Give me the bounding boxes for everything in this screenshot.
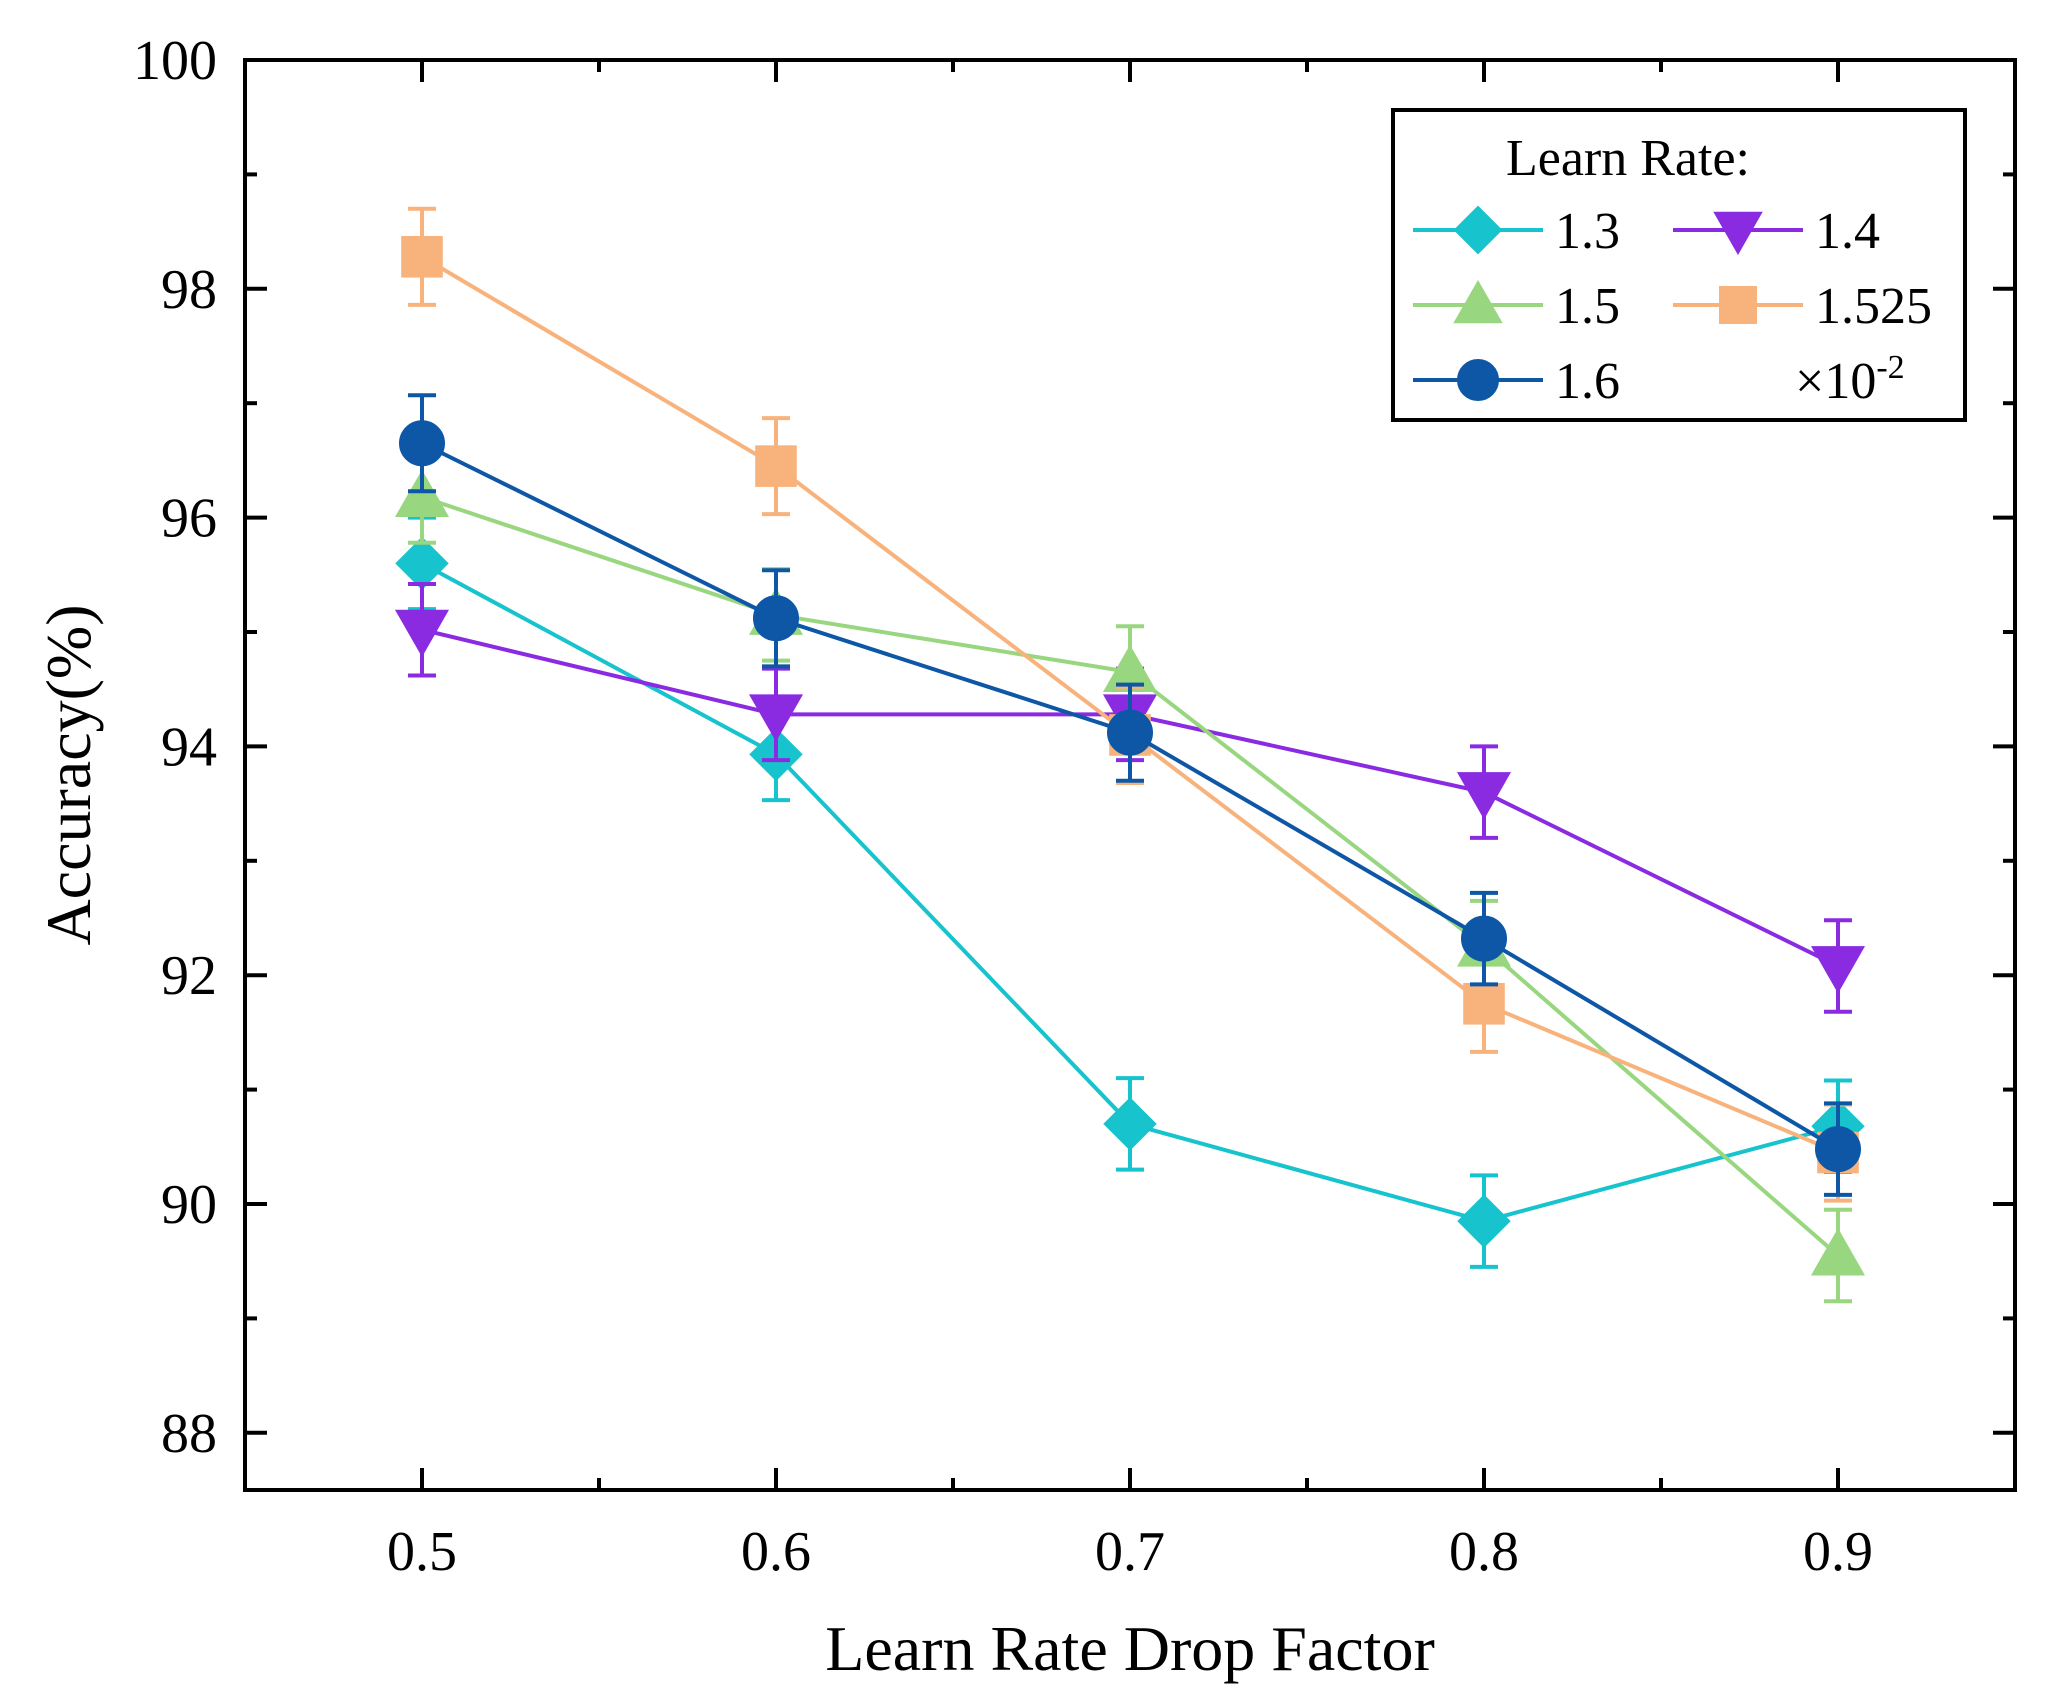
y-tick-label: 94 [161, 716, 217, 778]
legend-item-1.3: 1.3 [1413, 203, 1620, 260]
legend-item-1.5: 1.5 [1413, 278, 1620, 335]
legend-label: 1.5 [1555, 278, 1620, 335]
legend-label: 1.6 [1555, 353, 1620, 410]
data-point [1810, 1228, 1866, 1276]
legend-swatch-marker [1719, 286, 1757, 324]
y-tick-label: 92 [161, 945, 217, 1007]
legend-title: Learn Rate: [1506, 130, 1750, 187]
legend-swatch-marker [1713, 211, 1763, 256]
data-point [1107, 709, 1153, 756]
data-point [755, 445, 797, 487]
legend-swatch-marker [1453, 205, 1503, 255]
legend: Learn Rate: 1.3 1.4 1.5 1.525 1.6 ×10-2 [1391, 108, 1967, 422]
x-axis-title: Learn Rate Drop Factor [825, 1613, 1435, 1684]
data-point [1103, 1097, 1157, 1151]
legend-swatch-marker [1453, 279, 1503, 324]
legend-item-1.4: 1.4 [1673, 203, 1880, 260]
legend-items: 1.3 1.4 1.5 1.525 1.6 [1413, 203, 1932, 410]
legend-label: 1.3 [1555, 203, 1620, 260]
legend-swatch-marker [1457, 359, 1499, 401]
axis-ticks: 0.5 0.6 0.7 0.8 0.9 88 90 92 94 96 98 100 [133, 30, 2015, 1583]
y-tick-label: 90 [161, 1174, 217, 1236]
legend-multiplier-prefix: ×10 [1795, 353, 1876, 410]
series-1.6 [399, 393, 1861, 1197]
legend-multiplier: ×10-2 [1795, 349, 1905, 410]
data-point [399, 420, 445, 467]
data-point [1461, 915, 1507, 962]
data-point [394, 609, 450, 658]
y-tick-label: 100 [133, 30, 217, 92]
legend-item-1.6: 1.6 [1413, 353, 1620, 410]
y-tick-label: 88 [161, 1403, 217, 1465]
data-point [1457, 1194, 1511, 1248]
x-tick-label: 0.5 [387, 1521, 457, 1583]
x-tick-label: 0.6 [741, 1521, 811, 1583]
data-point [394, 469, 450, 517]
data-point [401, 235, 443, 278]
data-point [1815, 1126, 1861, 1173]
x-tick-label: 0.9 [1803, 1521, 1873, 1583]
data-point [1456, 772, 1512, 820]
data-point [1810, 946, 1866, 994]
legend-item-1.525: 1.525 [1673, 278, 1932, 335]
data-point [753, 595, 799, 642]
data-point [1463, 983, 1505, 1025]
y-tick-label: 96 [161, 488, 217, 550]
legend-label: 1.4 [1815, 203, 1880, 260]
x-tick-label: 0.8 [1449, 1521, 1519, 1583]
x-tick-label: 0.7 [1095, 1521, 1165, 1583]
y-tick-label: 98 [161, 259, 217, 321]
data-point [748, 694, 804, 742]
legend-multiplier-exponent: -2 [1876, 349, 1904, 386]
plot-content [394, 206, 1866, 1304]
y-axis-title: Accuracy(%) [33, 604, 104, 945]
legend-label: 1.525 [1815, 278, 1932, 335]
